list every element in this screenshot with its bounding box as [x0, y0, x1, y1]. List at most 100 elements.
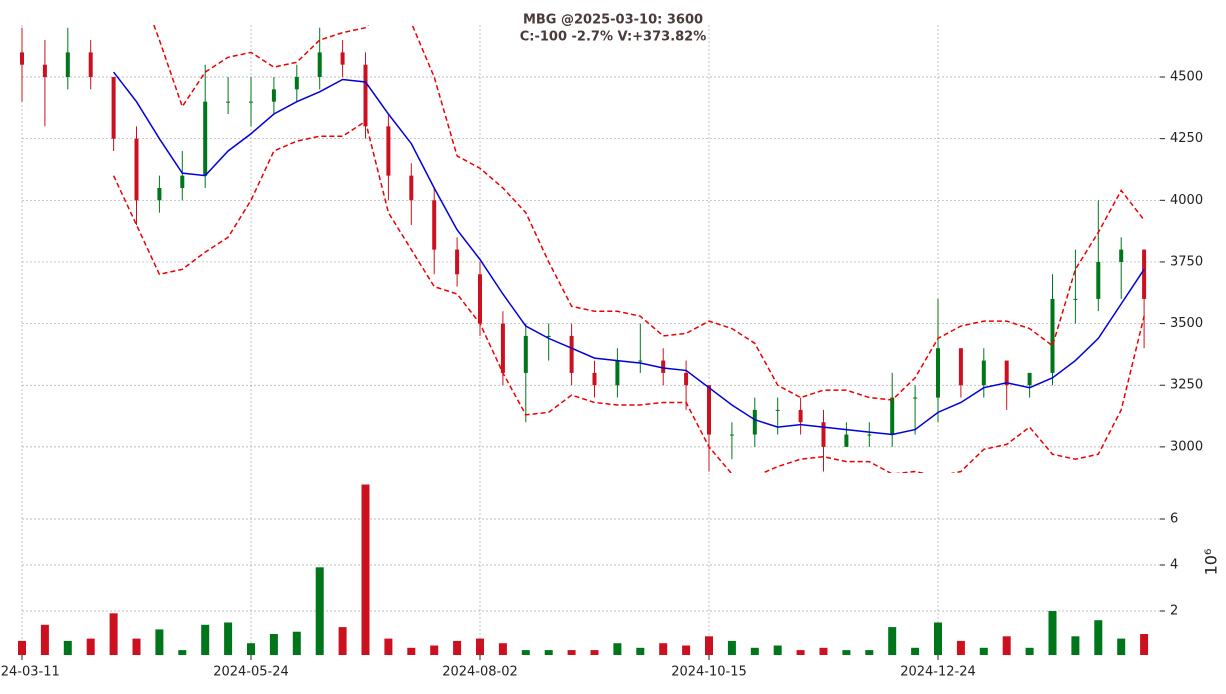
volume-bar: [705, 636, 713, 655]
price-panel: [20, 25, 1147, 473]
chart-title: MBG @2025-03-10: 3600: [523, 13, 703, 28]
candle-body: [249, 101, 253, 103]
candle-body: [203, 101, 208, 176]
candle-body: [294, 77, 299, 90]
x-tick-label: 2024-03-11: [0, 665, 60, 680]
candle-body: [707, 385, 711, 435]
volume-bar: [979, 647, 988, 655]
candle-body: [271, 89, 276, 102]
candle-body: [958, 348, 963, 386]
volume-bar: [521, 650, 530, 655]
volume-bar: [1071, 636, 1080, 655]
volume-bar: [247, 643, 255, 655]
y-tick-label: 4500: [1170, 70, 1203, 85]
candle-body: [569, 335, 574, 373]
candle-body: [500, 323, 505, 373]
candle-body: [111, 77, 116, 139]
candle-body: [1050, 298, 1055, 373]
x-tick-label: 2024-10-15: [671, 665, 747, 680]
volume-scale: 10⁶: [1202, 549, 1221, 576]
volume-bar: [819, 647, 828, 655]
volume-bar: [544, 650, 553, 655]
volume-bar: [613, 643, 622, 655]
y-tick-label: 3250: [1170, 378, 1203, 393]
volume-bar: [178, 650, 187, 655]
candle-body: [1096, 261, 1101, 299]
candle-body: [684, 372, 689, 386]
candle-body: [134, 138, 139, 201]
upper-line: [153, 25, 1145, 401]
volume-bar: [865, 650, 874, 655]
volume-bar: [63, 640, 72, 655]
volume-bar: [315, 567, 324, 655]
volume-bar: [338, 627, 347, 655]
lower-line: [112, 120, 1145, 473]
volume-bar: [1117, 638, 1126, 655]
candle-body: [478, 274, 482, 324]
candle-body: [1119, 249, 1124, 262]
volume-bar: [773, 645, 782, 655]
y2-tick-label: 4: [1170, 558, 1178, 573]
volume-bar: [430, 645, 439, 655]
candle-body: [1073, 298, 1078, 300]
volume-bar: [453, 640, 462, 655]
volume-bar: [407, 647, 416, 655]
candle-body: [661, 360, 666, 373]
candle-body: [890, 397, 895, 435]
candle-body: [752, 409, 757, 435]
volume-bar: [201, 624, 210, 655]
x-tick-label: 2024-08-02: [442, 665, 518, 680]
candle-body: [729, 434, 734, 436]
volume-bar: [40, 624, 49, 655]
candle-body: [340, 52, 345, 65]
candle-body: [317, 52, 322, 78]
volume-bar: [155, 629, 164, 655]
candle-body: [226, 101, 231, 103]
volume-bar: [682, 645, 691, 655]
candle-body: [432, 200, 437, 250]
volume-bar: [1140, 634, 1149, 655]
volume-bar: [292, 631, 301, 655]
volume-bar: [1048, 611, 1057, 655]
volume-bar: [1002, 636, 1011, 655]
volume-bar: [18, 640, 26, 655]
volume-bar: [86, 638, 95, 655]
volume-bar: [750, 647, 759, 655]
volume-bar: [727, 640, 736, 655]
candle-body: [88, 52, 93, 78]
volume-bar: [498, 643, 507, 655]
y-tick-label: 3500: [1170, 316, 1203, 331]
y-tick-label: 4000: [1170, 193, 1203, 208]
candle-body: [867, 434, 872, 436]
candle-body: [455, 249, 460, 275]
ma-line: [113, 71, 1145, 436]
volume-bar: [956, 640, 965, 655]
y2-tick-label: 2: [1170, 604, 1178, 619]
volume-bar: [109, 613, 118, 655]
volume-bar: [590, 650, 599, 655]
candle-body: [409, 175, 414, 201]
candle-body: [981, 360, 986, 386]
chart-subtitle: C:-100 -2.7% V:+373.82%: [520, 30, 707, 45]
candle-body: [821, 422, 826, 447]
candle-body: [592, 372, 597, 386]
volume-bar: [384, 638, 393, 655]
y-tick-label: 3000: [1170, 439, 1203, 454]
y-tick-label: 4250: [1170, 131, 1203, 146]
candle-body: [1004, 360, 1009, 386]
candle-body: [913, 397, 918, 399]
volume-bar: [934, 622, 942, 655]
volume-bar: [796, 650, 805, 655]
candle-body: [775, 409, 780, 411]
candle-body: [20, 52, 24, 65]
candle-body: [844, 434, 849, 447]
candle-body: [523, 335, 528, 373]
y-tick-label: 3750: [1170, 254, 1203, 269]
volume-bar: [1094, 620, 1103, 655]
volume-bar: [636, 647, 645, 655]
candle-body: [363, 64, 368, 127]
candle-body: [157, 187, 162, 201]
candle-body: [615, 360, 620, 386]
volume-bar: [911, 647, 920, 655]
volume-bar: [842, 650, 851, 655]
